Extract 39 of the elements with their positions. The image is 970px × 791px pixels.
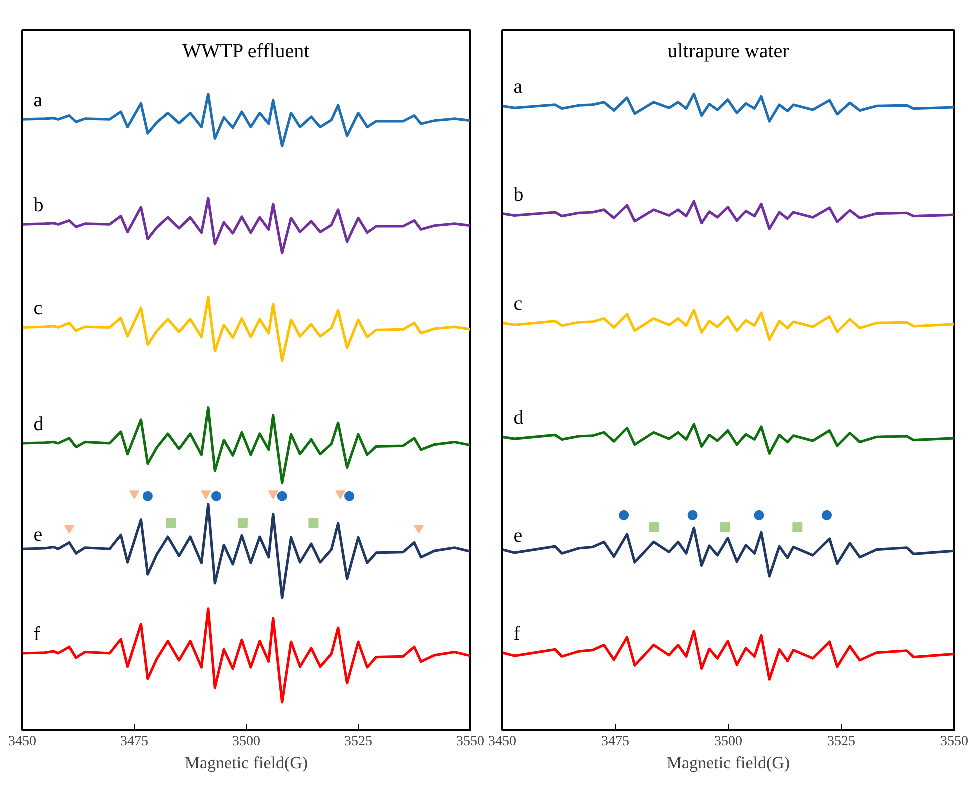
series-label: c xyxy=(514,293,523,316)
x-tick-label: 3500 xyxy=(714,734,742,750)
point xyxy=(130,490,140,500)
x-tick-label: 3525 xyxy=(344,734,372,750)
series-label: d xyxy=(34,414,44,436)
series-label: a xyxy=(34,90,43,112)
point xyxy=(308,518,319,528)
point xyxy=(142,491,153,502)
chart-title: WWTP effluent xyxy=(182,40,310,62)
series-label: b xyxy=(514,184,524,206)
series-label: e xyxy=(34,524,43,546)
point xyxy=(64,525,75,534)
point xyxy=(268,490,278,500)
series-label: e xyxy=(514,524,523,547)
point xyxy=(166,518,176,528)
x-tick-label: 3500 xyxy=(232,734,260,750)
point xyxy=(336,490,346,500)
series-label: f xyxy=(34,624,41,646)
x-tick-label: 3450 xyxy=(8,734,36,750)
x-tick-label: 3450 xyxy=(488,734,516,750)
point xyxy=(344,491,355,502)
series-label: d xyxy=(514,407,524,430)
series-label: b xyxy=(34,194,44,217)
point xyxy=(414,525,424,534)
point xyxy=(211,491,222,502)
x-tick-label: 3550 xyxy=(940,734,968,750)
x-tick-label: 3475 xyxy=(120,734,148,750)
x-axis-title: Magnetic field(G) xyxy=(184,754,308,772)
point xyxy=(238,518,248,528)
x-tick-label: 3525 xyxy=(828,734,856,750)
x-tick-label: 3475 xyxy=(602,734,630,750)
chart-title: ultrapure water xyxy=(668,40,790,62)
point xyxy=(201,490,212,500)
series-label: c xyxy=(34,298,43,320)
series-label: f xyxy=(514,622,521,645)
series-label: a xyxy=(514,76,523,98)
x-axis-title: Magnetic field(G) xyxy=(666,754,790,772)
x-tick-label: 3550 xyxy=(456,734,484,750)
point xyxy=(277,491,288,502)
